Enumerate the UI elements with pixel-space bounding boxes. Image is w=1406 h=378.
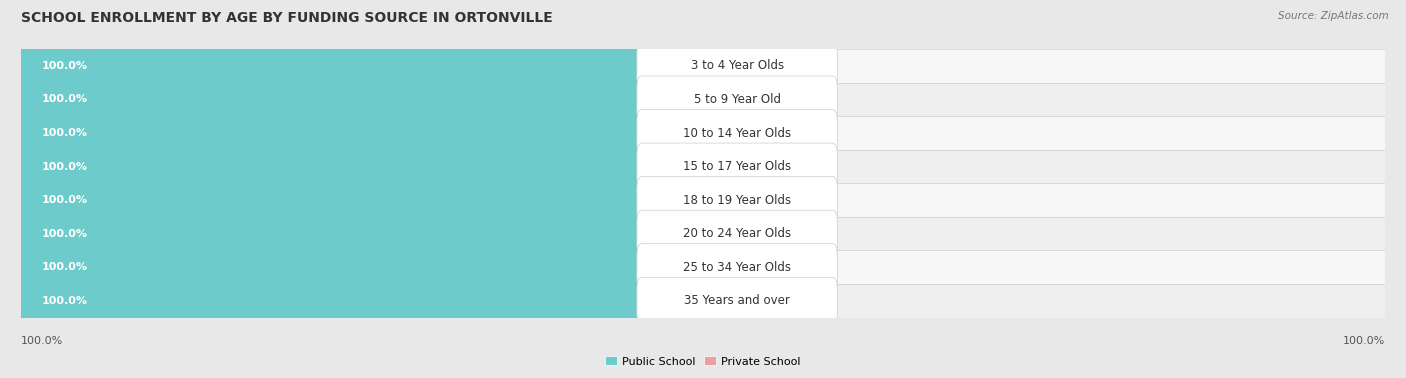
FancyBboxPatch shape [20,243,668,291]
Text: 18 to 19 Year Olds: 18 to 19 Year Olds [683,194,792,207]
FancyBboxPatch shape [658,247,727,288]
Text: 0.0%: 0.0% [737,262,765,272]
Text: 0.0%: 0.0% [737,61,765,71]
Bar [21,183,1385,217]
Text: 100.0%: 100.0% [1343,336,1385,346]
FancyBboxPatch shape [658,213,727,254]
FancyBboxPatch shape [637,143,838,190]
FancyBboxPatch shape [637,210,838,257]
FancyBboxPatch shape [637,244,838,291]
FancyBboxPatch shape [20,42,668,90]
Bar [21,83,1385,116]
FancyBboxPatch shape [637,277,838,324]
Text: 0.0%: 0.0% [737,229,765,239]
Bar [21,251,1385,284]
FancyBboxPatch shape [20,109,668,157]
Bar [21,116,1385,150]
Text: 100.0%: 100.0% [42,128,87,138]
Text: 100.0%: 100.0% [42,296,87,306]
Text: 0.0%: 0.0% [737,94,765,104]
FancyBboxPatch shape [20,143,668,191]
Text: 5 to 9 Year Old: 5 to 9 Year Old [693,93,780,106]
FancyBboxPatch shape [637,177,838,223]
Legend: Public School, Private School: Public School, Private School [600,352,806,371]
Text: 0.0%: 0.0% [737,296,765,306]
FancyBboxPatch shape [20,277,668,325]
FancyBboxPatch shape [658,180,727,221]
FancyBboxPatch shape [20,76,668,123]
Text: 100.0%: 100.0% [42,161,87,172]
FancyBboxPatch shape [658,45,727,87]
Text: 100.0%: 100.0% [42,262,87,272]
Text: 100.0%: 100.0% [42,229,87,239]
Text: 25 to 34 Year Olds: 25 to 34 Year Olds [683,261,792,274]
FancyBboxPatch shape [637,76,838,123]
Text: 100.0%: 100.0% [42,94,87,104]
Text: 0.0%: 0.0% [737,128,765,138]
Bar [21,284,1385,318]
FancyBboxPatch shape [658,280,727,321]
Text: 10 to 14 Year Olds: 10 to 14 Year Olds [683,127,792,139]
Bar [21,49,1385,83]
Text: 3 to 4 Year Olds: 3 to 4 Year Olds [690,59,783,73]
Text: 15 to 17 Year Olds: 15 to 17 Year Olds [683,160,792,173]
Text: Source: ZipAtlas.com: Source: ZipAtlas.com [1278,11,1389,21]
Text: 0.0%: 0.0% [737,161,765,172]
Text: 100.0%: 100.0% [21,336,63,346]
FancyBboxPatch shape [658,146,727,187]
FancyBboxPatch shape [658,113,727,153]
FancyBboxPatch shape [658,79,727,120]
Text: SCHOOL ENROLLMENT BY AGE BY FUNDING SOURCE IN ORTONVILLE: SCHOOL ENROLLMENT BY AGE BY FUNDING SOUR… [21,11,553,25]
Text: 100.0%: 100.0% [42,195,87,205]
Text: 100.0%: 100.0% [42,61,87,71]
FancyBboxPatch shape [20,176,668,224]
Bar [21,150,1385,183]
Text: 20 to 24 Year Olds: 20 to 24 Year Olds [683,227,792,240]
FancyBboxPatch shape [637,110,838,156]
FancyBboxPatch shape [637,42,838,90]
FancyBboxPatch shape [20,210,668,257]
Text: 0.0%: 0.0% [737,195,765,205]
Text: 35 Years and over: 35 Years and over [685,294,790,307]
Bar [21,217,1385,250]
